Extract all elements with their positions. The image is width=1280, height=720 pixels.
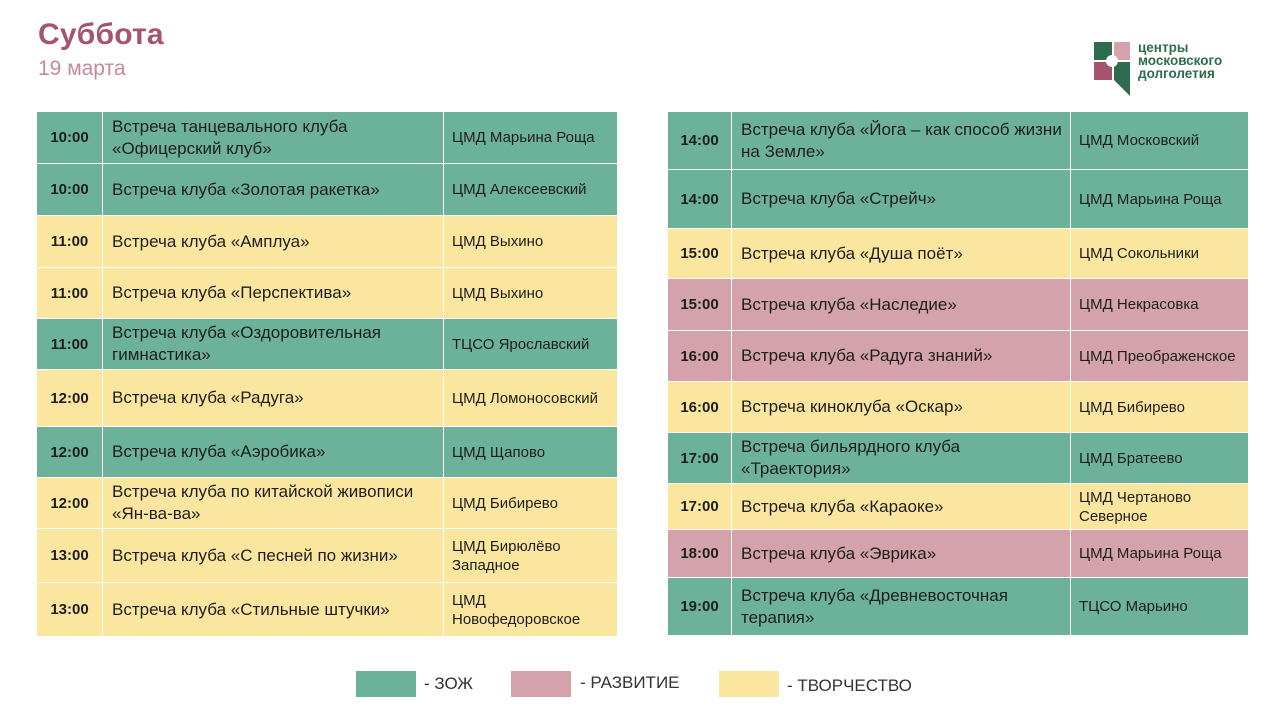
event-place: ЦМД Московский xyxy=(1070,111,1249,170)
schedule-row: 12:00 Встреча клуба «Радуга» ЦМД Ломоносов… xyxy=(36,369,618,427)
schedule-row: 13:00 Встреча клуба «С песней по жизни» ЦМ… xyxy=(36,528,618,583)
schedule-row: 12:00 Встреча клуба по китайской живописи… xyxy=(36,477,618,529)
schedule-row: 10:00 Встреча клуба «Золотая ракетка» ЦМД … xyxy=(36,163,618,216)
event-place: ЦМД Выхино xyxy=(443,267,618,319)
event-place: ЦМД Новофедоровское xyxy=(443,582,618,637)
schedule-row: 11:00 Встреча клуба «Перспектива» ЦМД Выхи… xyxy=(36,267,618,319)
page-title: Суббота xyxy=(38,18,164,51)
event-title: Встреча клуба «Эврика» xyxy=(731,529,1071,578)
event-title: Встреча клуба «Радуга» xyxy=(102,369,444,427)
schedule-row: 17:00 Встреча клуба «Караоке» ЦМД Чертанов… xyxy=(667,483,1249,530)
event-title: Встреча клуба «Стрейч» xyxy=(731,169,1071,229)
event-place: ЦМД Бибирево xyxy=(1070,381,1249,433)
event-time: 11:00 xyxy=(36,215,103,268)
event-place: ЦМД Выхино xyxy=(443,215,618,268)
event-place: ЦМД Чертаново Северное xyxy=(1070,483,1249,530)
event-time: 12:00 xyxy=(36,477,103,529)
schedule-row: 15:00 Встреча клуба «Наследие» ЦМД Некрасо… xyxy=(667,278,1249,331)
event-title: Встреча клуба «Амплуа» xyxy=(102,215,444,268)
schedule-table-left: 10:00 Встреча танцевального клуба «Офицер… xyxy=(36,111,618,637)
schedule-row: 13:00 Встреча клуба «Стильные штучки» ЦМД … xyxy=(36,582,618,637)
event-time: 12:00 xyxy=(36,369,103,427)
event-title: Встреча клуба «Стильные штучки» xyxy=(102,582,444,637)
event-time: 13:00 xyxy=(36,528,103,583)
event-title: Встреча клуба «Аэробика» xyxy=(102,426,444,478)
schedule-row: 18:00 Встреча клуба «Эврика» ЦМД Марьина Р… xyxy=(667,529,1249,578)
logo-line-2: московского xyxy=(1138,53,1223,68)
event-place: ТЦСО Ярославский xyxy=(443,318,618,370)
logo-text: центры московского долголетия xyxy=(1138,40,1223,81)
event-time: 14:00 xyxy=(667,169,732,229)
event-title: Встреча клуба «С песней по жизни» xyxy=(102,528,444,583)
schedule-row: 14:00 Встреча клуба «Стрейч» ЦМД Марьина Р… xyxy=(667,169,1249,229)
event-time: 14:00 xyxy=(667,111,732,170)
event-place: ЦМД Марьина Роща xyxy=(1070,169,1249,229)
schedule-row: 14:00 Встреча клуба «Йога – как способ жи… xyxy=(667,111,1249,170)
event-title: Встреча клуба «Оздоровительная гимнастик… xyxy=(102,318,444,370)
logo-icon xyxy=(1094,42,1130,96)
event-time: 12:00 xyxy=(36,426,103,478)
page-date: 19 марта xyxy=(38,57,126,80)
event-place: ЦМД Марьина Роща xyxy=(443,111,618,164)
logo-line-3: долголетия xyxy=(1138,66,1215,81)
event-time: 11:00 xyxy=(36,267,103,319)
legend: - ЗОЖ - РАЗВИТИЕ - ТВОРЧЕСТВО xyxy=(0,671,1280,697)
brand-logo: центры московского долголетия xyxy=(1094,40,1254,98)
event-title: Встреча бильярдного клуба «Траектория» xyxy=(731,432,1071,484)
schedule-row: 15:00 Встреча клуба «Душа поёт» ЦМД Соколь… xyxy=(667,228,1249,279)
event-time: 10:00 xyxy=(36,163,103,216)
event-time: 17:00 xyxy=(667,432,732,484)
event-time: 15:00 xyxy=(667,228,732,279)
event-time: 19:00 xyxy=(667,577,732,636)
event-time: 16:00 xyxy=(667,330,732,382)
event-title: Встреча клуба «Душа поёт» xyxy=(731,228,1071,279)
schedule-row: 10:00 Встреча танцевального клуба «Офицер… xyxy=(36,111,618,164)
legend-label-tvorchestvo: - ТВОРЧЕСТВО xyxy=(787,676,912,695)
event-time: 18:00 xyxy=(667,529,732,578)
event-time: 10:00 xyxy=(36,111,103,164)
legend-label-zozh: - ЗОЖ xyxy=(424,674,474,693)
event-time: 11:00 xyxy=(36,318,103,370)
schedule-row: 19:00 Встреча клуба «Древневосточная тера… xyxy=(667,577,1249,636)
event-place: ТЦСО Марьино xyxy=(1070,577,1249,636)
event-place: ЦМД Преображенское xyxy=(1070,330,1249,382)
event-time: 13:00 xyxy=(36,582,103,637)
event-place: ЦМД Сокольники xyxy=(1070,228,1249,279)
event-place: ЦМД Братеево xyxy=(1070,432,1249,484)
schedule-row: 17:00 Встреча бильярдного клуба «Траектор… xyxy=(667,432,1249,484)
event-title: Встреча танцевального клуба «Офицерский … xyxy=(102,111,444,164)
event-title: Встреча клуба «Йога – как способ жизни н… xyxy=(731,111,1071,170)
event-place: ЦМД Некрасовка xyxy=(1070,278,1249,331)
logo-line-1: центры xyxy=(1138,40,1189,55)
event-place: ЦМД Алексеевский xyxy=(443,163,618,216)
legend-swatch-tvorchestvo xyxy=(719,671,779,697)
schedule-row: 11:00 Встреча клуба «Амплуа» ЦМД Выхино xyxy=(36,215,618,268)
event-title: Встреча клуба по китайской живописи «Ян-… xyxy=(102,477,444,529)
legend-swatch-razvitie xyxy=(511,671,571,697)
event-title: Встреча клуба «Перспектива» xyxy=(102,267,444,319)
event-title: Встреча клуба «Золотая ракетка» xyxy=(102,163,444,216)
event-place: ЦМД Марьина Роща xyxy=(1070,529,1249,578)
event-place: ЦМД Бирюлёво Западное xyxy=(443,528,618,583)
event-title: Встреча киноклуба «Оскар» xyxy=(731,381,1071,433)
event-title: Встреча клуба «Древневосточная терапия» xyxy=(731,577,1071,636)
legend-swatch-zozh xyxy=(356,671,416,697)
event-time: 17:00 xyxy=(667,483,732,530)
schedule-row: 16:00 Встреча клуба «Радуга знаний» ЦМД Пр… xyxy=(667,330,1249,382)
event-place: ЦМД Ломоносовский xyxy=(443,369,618,427)
event-title: Встреча клуба «Караоке» xyxy=(731,483,1071,530)
legend-label-razvitie: - РАЗВИТИЕ xyxy=(580,673,680,692)
event-place: ЦМД Бибирево xyxy=(443,477,618,529)
event-title: Встреча клуба «Радуга знаний» xyxy=(731,330,1071,382)
event-place: ЦМД Щапово xyxy=(443,426,618,478)
event-title: Встреча клуба «Наследие» xyxy=(731,278,1071,331)
schedule-table-right: 14:00 Встреча клуба «Йога – как способ жи… xyxy=(667,111,1249,636)
schedule-row: 11:00 Встреча клуба «Оздоровительная гимн… xyxy=(36,318,618,370)
schedule-row: 16:00 Встреча киноклуба «Оскар» ЦМД Бибире… xyxy=(667,381,1249,433)
event-time: 15:00 xyxy=(667,278,732,331)
schedule-row: 12:00 Встреча клуба «Аэробика» ЦМД Щапово xyxy=(36,426,618,478)
event-time: 16:00 xyxy=(667,381,732,433)
